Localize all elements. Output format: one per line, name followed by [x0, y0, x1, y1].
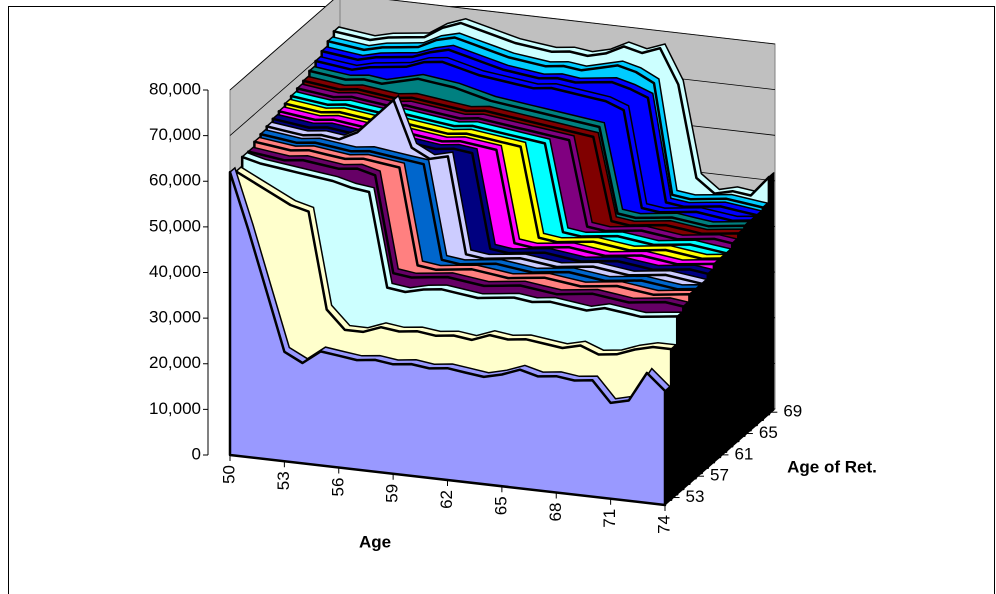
- depth-axis-title: Age of Ret.: [787, 457, 877, 476]
- x-tick-label: 65: [491, 496, 510, 515]
- x-tick-label: 50: [219, 465, 238, 484]
- y-tick-label: 50,000: [149, 216, 201, 235]
- x-tick-label: 56: [328, 478, 347, 497]
- depth-tick-label: 61: [734, 444, 753, 463]
- y-tick-label: 70,000: [149, 125, 201, 144]
- depth-tick-label: 65: [759, 423, 778, 442]
- grid-line: [229, 0, 776, 91]
- x-tick-label: 62: [437, 490, 456, 509]
- depth-tick-label: 53: [686, 487, 705, 506]
- y-tick-label: 40,000: [149, 262, 201, 281]
- y-tick-label: 0: [192, 444, 201, 463]
- depth-tick-label: 69: [783, 402, 802, 421]
- x-tick-label: 74: [654, 515, 673, 534]
- y-tick-label: 30,000: [149, 308, 201, 327]
- x-tick-label: 53: [274, 471, 293, 490]
- x-tick-label: 59: [383, 484, 402, 503]
- chart-frame: [8, 6, 995, 594]
- plot: 69 65 61 57 53 50 53 56 59 62 65 68 71 74: [219, 18, 802, 534]
- x-axis-title: Age: [359, 532, 391, 551]
- area: [228, 170, 667, 507]
- depth-tick-label: 57: [710, 466, 729, 485]
- x-tick-label: 68: [546, 503, 565, 522]
- y-tick-label: 60,000: [149, 171, 201, 190]
- y-tick-label: 80,000: [149, 79, 201, 98]
- x-tick-label: 71: [600, 509, 619, 528]
- y-tick-label: 20,000: [149, 353, 201, 372]
- y-tick-label: 10,000: [149, 399, 201, 418]
